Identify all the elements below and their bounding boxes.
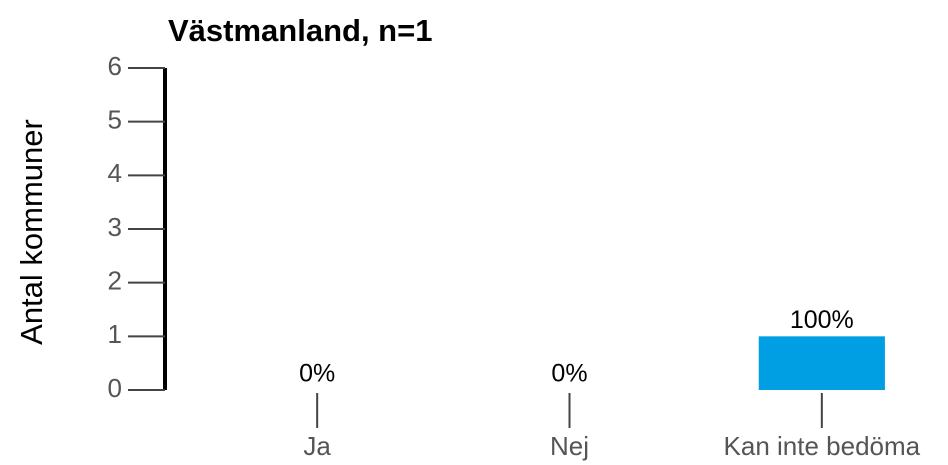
bar bbox=[758, 336, 885, 390]
chart-title: Västmanland, n=1 bbox=[168, 13, 432, 48]
y-tick-label: 1 bbox=[108, 319, 122, 349]
x-tick-label: Kan inte bedöma bbox=[724, 431, 921, 461]
y-tick-label: 0 bbox=[108, 373, 122, 403]
value-label: 100% bbox=[790, 306, 854, 334]
y-tick-label: 4 bbox=[108, 158, 122, 188]
y-tick-label: 6 bbox=[108, 51, 122, 81]
y-tick-label: 2 bbox=[108, 266, 122, 296]
value-label: 0% bbox=[551, 360, 587, 388]
value-label: 0% bbox=[299, 360, 335, 388]
x-tick-label: Ja bbox=[303, 431, 331, 461]
y-tick-label: 3 bbox=[108, 212, 122, 242]
y-tick-label: 5 bbox=[108, 105, 122, 135]
x-tick-label: Nej bbox=[550, 431, 589, 461]
y-axis-label: Antal kommuner bbox=[14, 119, 49, 345]
